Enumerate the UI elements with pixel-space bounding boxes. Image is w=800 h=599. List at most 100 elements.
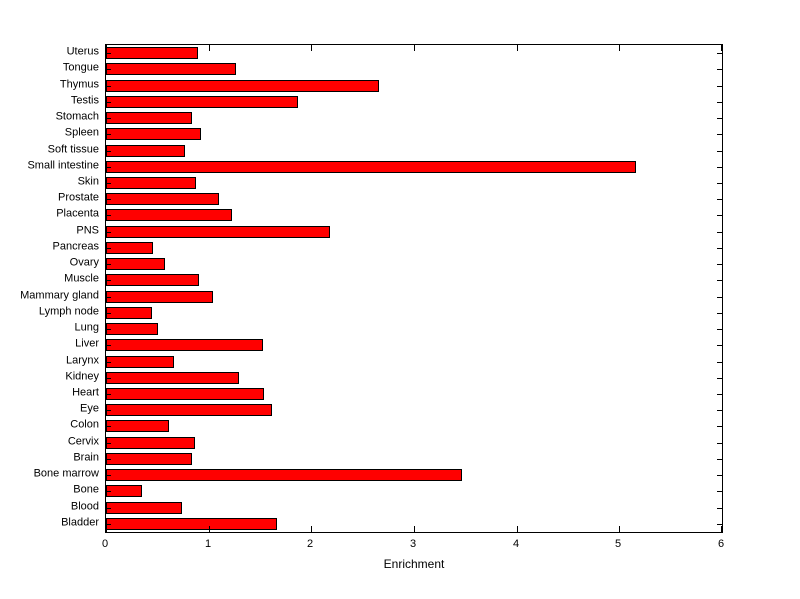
- x-tick-top-0: [106, 45, 107, 51]
- y-tick-right-liver: [717, 345, 722, 346]
- y-tick-left-cervix: [106, 443, 111, 444]
- y-tick-left-prostate: [106, 199, 111, 200]
- y-tick-left-thymus: [106, 86, 111, 87]
- y-axis-category-labels: Uterus Tongue Thymus Testis Stomach Spleen Sof…: [0, 44, 99, 533]
- y-label-ovary: Ovary: [69, 256, 99, 269]
- y-tick-left-mammary-gland: [106, 297, 111, 298]
- y-tick-left-pancreas: [106, 248, 111, 249]
- y-label-pns: PNS: [76, 224, 99, 237]
- bar-kidney: [106, 371, 239, 384]
- y-tick-left-blood: [106, 508, 111, 509]
- bar-bladder: [106, 517, 277, 530]
- bar-uterus: [106, 47, 198, 60]
- bar-placenta: [106, 209, 232, 222]
- bar-bone-marrow: [106, 469, 462, 482]
- y-tick-right-lung: [717, 329, 722, 330]
- y-tick-left-stomach: [106, 118, 111, 119]
- x-ticklabel-2: 2: [306, 538, 314, 550]
- y-tick-right-muscle: [717, 280, 722, 281]
- y-tick-right-heart: [717, 394, 722, 395]
- y-label-muscle: Muscle: [64, 272, 99, 285]
- y-label-lung: Lung: [74, 321, 99, 334]
- x-tick-top-3: [414, 45, 415, 51]
- y-label-stomach: Stomach: [55, 110, 99, 123]
- y-tick-right-small-intestine: [717, 167, 722, 168]
- x-tick-bottom-3: [414, 526, 415, 532]
- bar-thymus: [106, 79, 379, 92]
- bar-mammary-gland: [106, 290, 213, 303]
- plot-area: [105, 44, 723, 533]
- x-tick-top-6: [721, 45, 722, 51]
- y-label-larynx: Larynx: [65, 354, 99, 367]
- x-tick-bottom-1: [209, 526, 210, 532]
- y-tick-right-stomach: [717, 118, 722, 119]
- y-tick-right-bone: [717, 491, 722, 492]
- y-label-prostate: Prostate: [58, 191, 99, 204]
- y-tick-right-bladder: [717, 524, 722, 525]
- y-tick-left-eye: [106, 410, 111, 411]
- y-label-colon: Colon: [70, 418, 99, 431]
- y-label-pancreas: Pancreas: [52, 240, 99, 253]
- x-tick-top-4: [517, 45, 518, 51]
- y-tick-left-lung: [106, 329, 111, 330]
- y-label-soft-tissue: Soft tissue: [47, 143, 99, 156]
- bar-small-intestine: [106, 160, 636, 173]
- y-tick-right-pns: [717, 232, 722, 233]
- y-tick-left-pns: [106, 232, 111, 233]
- x-tick-bottom-6: [721, 526, 722, 532]
- y-tick-left-small-intestine: [106, 167, 111, 168]
- y-tick-right-ovary: [717, 264, 722, 265]
- y-tick-right-larynx: [717, 362, 722, 363]
- y-tick-right-blood: [717, 508, 722, 509]
- x-ticklabel-5: 5: [614, 538, 622, 550]
- y-label-mammary-gland: Mammary gland: [20, 289, 99, 302]
- bar-muscle: [106, 274, 199, 287]
- y-tick-right-colon: [717, 426, 722, 427]
- y-label-kidney: Kidney: [65, 370, 99, 383]
- y-tick-left-testis: [106, 102, 111, 103]
- y-label-bone: Bone: [73, 483, 99, 496]
- y-label-liver: Liver: [75, 337, 99, 350]
- y-label-bone-marrow: Bone marrow: [33, 467, 99, 480]
- bar-eye: [106, 404, 272, 417]
- y-tick-left-placenta: [106, 215, 111, 216]
- y-tick-right-cervix: [717, 443, 722, 444]
- y-label-lymph-node: Lymph node: [38, 305, 99, 318]
- y-label-bladder: Bladder: [61, 516, 99, 529]
- bar-larynx: [106, 355, 174, 368]
- y-tick-left-brain: [106, 459, 111, 460]
- bar-blood: [106, 501, 182, 514]
- y-label-cervix: Cervix: [67, 435, 99, 448]
- y-tick-left-bone: [106, 491, 111, 492]
- bar-tongue: [106, 63, 236, 76]
- y-tick-left-bladder: [106, 524, 111, 525]
- y-tick-left-uterus: [106, 53, 111, 54]
- y-tick-right-tongue: [717, 69, 722, 70]
- y-tick-left-skin: [106, 183, 111, 184]
- bar-pns: [106, 225, 330, 238]
- bar-testis: [106, 95, 298, 108]
- bar-pancreas: [106, 241, 153, 254]
- bar-cervix: [106, 436, 195, 449]
- y-label-thymus: Thymus: [59, 78, 99, 91]
- y-tick-right-skin: [717, 183, 722, 184]
- bar-colon: [106, 420, 169, 433]
- x-tick-top-2: [311, 45, 312, 51]
- x-tick-bottom-2: [311, 526, 312, 532]
- bar-soft-tissue: [106, 144, 185, 157]
- y-label-uterus: Uterus: [66, 45, 99, 58]
- y-tick-right-bone-marrow: [717, 475, 722, 476]
- bar-lymph-node: [106, 306, 152, 319]
- y-tick-left-lymph-node: [106, 313, 111, 314]
- y-tick-left-kidney: [106, 378, 111, 379]
- y-tick-right-prostate: [717, 199, 722, 200]
- y-label-small-intestine: Small intestine: [27, 159, 99, 172]
- y-label-heart: Heart: [72, 386, 99, 399]
- bar-bone: [106, 485, 142, 498]
- y-tick-left-ovary: [106, 264, 111, 265]
- y-tick-right-lymph-node: [717, 313, 722, 314]
- y-tick-right-kidney: [717, 378, 722, 379]
- x-ticklabel-3: 3: [409, 538, 417, 550]
- y-tick-right-uterus: [717, 53, 722, 54]
